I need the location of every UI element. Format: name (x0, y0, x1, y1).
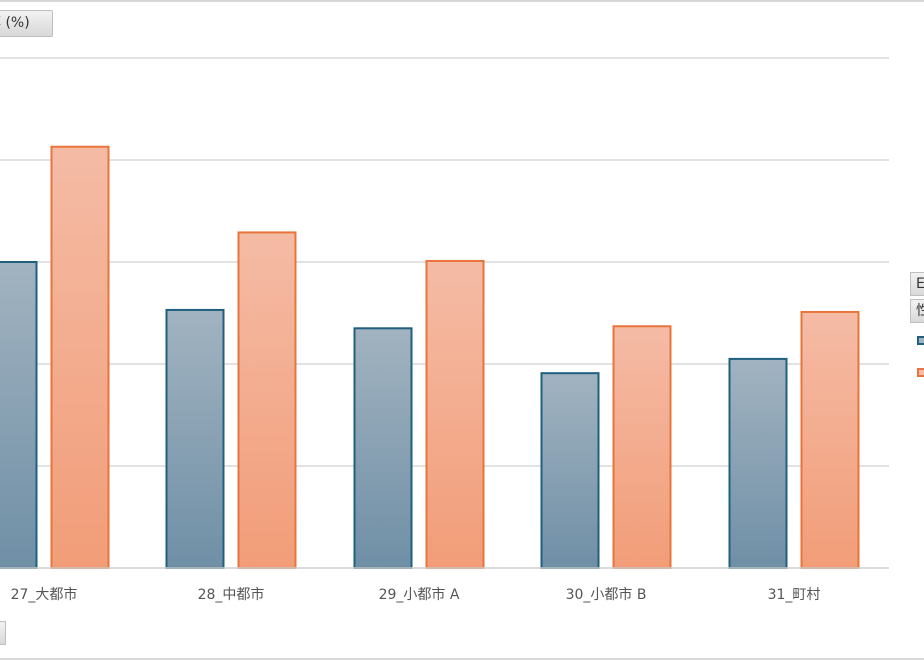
legend-title-pill-2[interactable]: 性 (910, 299, 924, 323)
x-tick-label: 29_小都市 A (379, 586, 460, 603)
bar-series-2-31_町村[interactable] (800, 310, 860, 569)
y-axis-title: 率 (%) (0, 15, 30, 31)
bar-series-1-31_町村[interactable] (728, 357, 788, 569)
x-tick-label: 30_小都市 B (566, 586, 647, 603)
y-axis-title-pill[interactable]: 率 (%) (0, 10, 53, 37)
legend-title-line-1: E (916, 276, 924, 292)
bar-series-1-29_小都市 A[interactable] (353, 327, 413, 569)
bar-series-2-29_小都市 A[interactable] (425, 259, 485, 569)
bar-series-2-28_中都市[interactable] (237, 231, 297, 569)
x-tick-label: 27_大都市 (11, 586, 78, 603)
legend-swatch-series-2[interactable] (917, 368, 924, 377)
bars (0, 145, 860, 570)
legend-title-line-2: 性 (916, 303, 924, 319)
x-tick-label: 31_町村 (768, 587, 821, 603)
x-axis-pill[interactable] (0, 621, 6, 645)
x-tick-label: 28_中都市 (198, 586, 265, 603)
bar-series-1-30_小都市 B[interactable] (540, 372, 600, 569)
bar-series-2-30_小都市 B[interactable] (612, 325, 672, 570)
legend-title-pill-1[interactable]: E (910, 272, 924, 296)
x-axis-labels: 27_大都市 28_中都市 29_小都市 A 30_小都市 B 31_町村 (11, 586, 821, 603)
legend-swatch-series-1[interactable] (917, 336, 924, 345)
bar-series-1-27_大都市[interactable] (0, 261, 38, 569)
bar-series-2-27_大都市[interactable] (50, 145, 110, 570)
bar-series-1-28_中都市[interactable] (165, 308, 225, 569)
